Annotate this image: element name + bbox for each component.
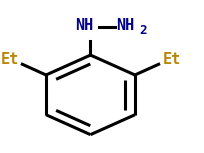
Text: Et: Et (0, 52, 19, 67)
Text: Et: Et (162, 52, 180, 67)
Text: NH: NH (75, 18, 93, 33)
Text: NH: NH (116, 18, 134, 33)
Text: 2: 2 (138, 24, 146, 37)
